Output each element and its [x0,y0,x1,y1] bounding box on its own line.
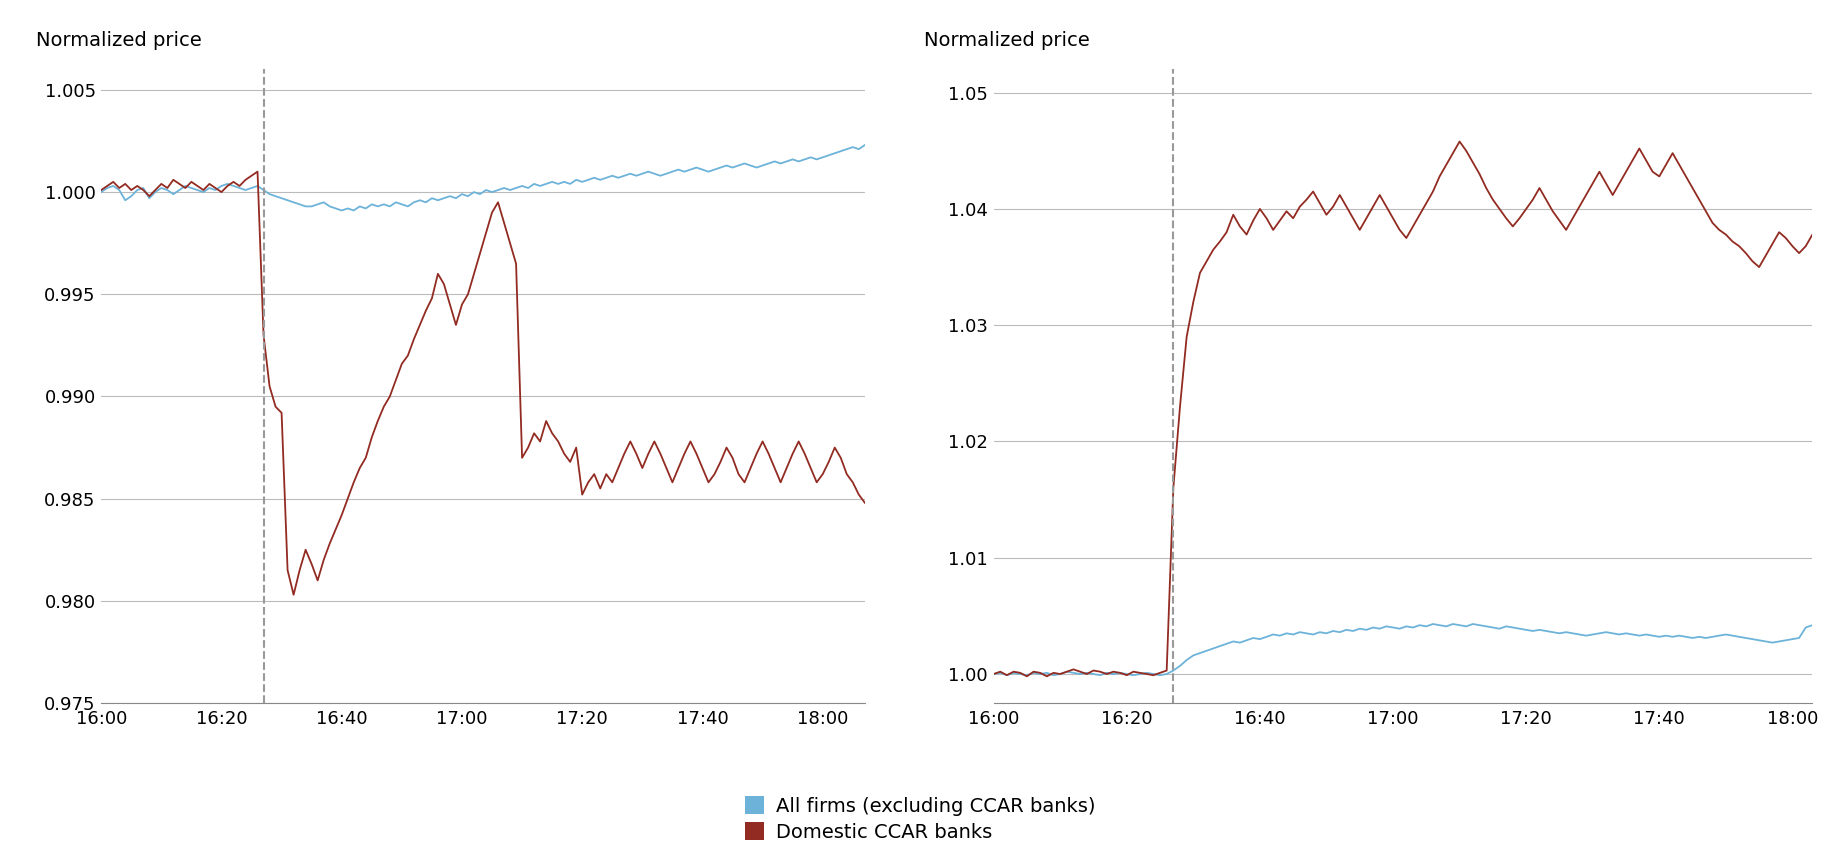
Legend: All firms (excluding CCAR banks), Domestic CCAR banks: All firms (excluding CCAR banks), Domest… [736,788,1103,850]
Text: Normalized price: Normalized price [37,31,202,50]
Text: Normalized price: Normalized price [923,31,1089,50]
